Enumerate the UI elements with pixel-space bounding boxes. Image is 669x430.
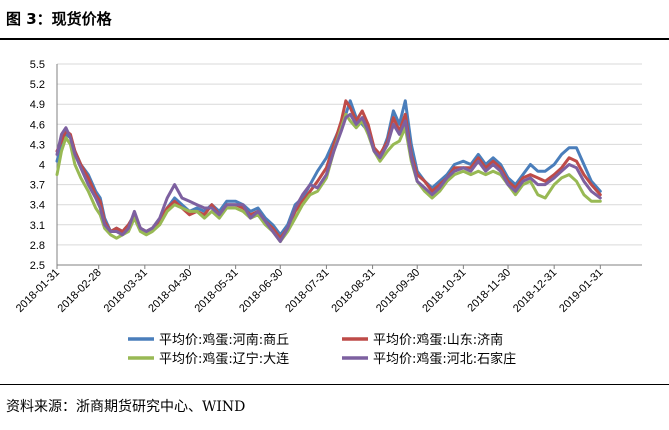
legend-label: 平均价:鸡蛋:河北:石家庄 — [373, 351, 516, 367]
legend-label: 平均价:鸡蛋:辽宁:大连 — [159, 351, 289, 367]
y-tick-label: 2.5 — [30, 260, 45, 272]
x-tick-label: 2018-02-28 — [56, 267, 104, 315]
y-tick-label: 4.3 — [30, 139, 45, 151]
x-tick-label: 2018-04-30 — [146, 267, 194, 315]
top-rule — [0, 38, 669, 40]
x-axis-ticks: 2018-01-312018-02-282018-03-312018-04-30… — [14, 265, 605, 315]
series-lines — [55, 99, 602, 243]
y-tick-label: 3.1 — [30, 220, 45, 232]
x-tick-label: 2018-10-31 — [420, 267, 468, 315]
x-tick-label: 2018-07-31 — [283, 267, 331, 315]
chart-title: 图 3：现货价格 — [6, 10, 112, 28]
x-tick-label: 2018-01-31 — [14, 267, 62, 315]
y-tick-label: 3.7 — [30, 180, 45, 192]
y-tick-label: 5.5 — [30, 59, 45, 71]
y-tick-label: 2.8 — [30, 240, 45, 252]
x-tick-label: 2018-03-31 — [102, 267, 150, 315]
y-tick-label: 5.2 — [30, 79, 45, 91]
y-tick-label: 3.4 — [30, 200, 45, 212]
y-tick-label: 4.9 — [30, 99, 45, 111]
source-note: 资料来源：浙商期货研究中心、WIND — [6, 399, 246, 415]
y-tick-label: 4 — [39, 160, 45, 172]
y-axis-ticks: 5.5 5.2 4.9 4.6 4.3 4 3.7 3.4 3.1 2.8 2.5 — [30, 59, 45, 272]
line-chart: 5.5 5.2 4.9 4.6 4.3 4 3.7 3.4 3.1 2.8 2.5 2018-01-… — [14, 59, 642, 367]
x-tick-label: 2018-09-30 — [374, 267, 422, 315]
x-tick-label: 2018-08-31 — [329, 267, 377, 315]
series-line-4 — [55, 112, 602, 243]
x-tick-label: 2019-01-31 — [557, 267, 605, 315]
x-tick-label: 2018-11-30 — [465, 267, 513, 315]
x-tick-label: 2018-05-31 — [192, 267, 240, 315]
bottom-rule — [0, 384, 669, 385]
x-tick-label: 2018-12-31 — [511, 267, 559, 315]
y-tick-label: 4.6 — [30, 119, 45, 131]
axes — [56, 64, 642, 266]
x-tick-label: 2018-06-30 — [237, 267, 285, 315]
legend-label: 平均价:鸡蛋:山东:济南 — [373, 332, 503, 348]
legend-label: 平均价:鸡蛋:河南:商丘 — [159, 332, 289, 348]
